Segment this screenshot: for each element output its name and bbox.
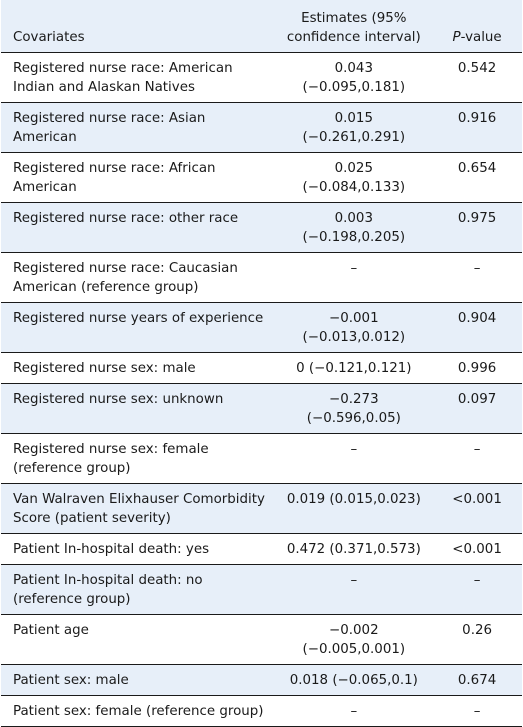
p-value-cell: 0.975 — [432, 202, 522, 253]
estimate-cell: 0.472 (0.371,0.573) — [275, 533, 433, 565]
header-row: Covariates Estimates (95% confidence int… — [1, 0, 522, 53]
table-row: Registered nurse sex: female (reference … — [1, 433, 522, 484]
table-row: Patient In-hospital death: yes 0.472 (0.3… — [1, 533, 522, 565]
p-value-cell: – — [432, 564, 522, 615]
covariate-cell: Patient sex: male — [1, 664, 276, 696]
p-value-cell: 0.916 — [432, 102, 522, 153]
covariates-header: Covariates — [1, 0, 276, 53]
covariate-cell: Registered nurse sex: female (reference … — [1, 433, 276, 484]
p-value-cell: 0.26 — [432, 614, 522, 665]
estimate-cell: 0.043 (−0.095,0.181) — [275, 52, 433, 103]
p-value-header-p: P — [452, 30, 461, 45]
p-value-cell: <0.001 — [432, 533, 522, 565]
p-value-cell: 0.674 — [432, 664, 522, 696]
estimate-cell: 0.025 (−0.084,0.133) — [275, 152, 433, 203]
estimate-cell: – — [275, 695, 433, 727]
table-row: Patient In-hospital death: no (reference… — [1, 564, 522, 615]
estimate-cell: – — [275, 252, 433, 303]
covariate-cell: Patient sex: female (reference group) — [1, 695, 276, 727]
p-value-cell: 0.097 — [432, 383, 522, 434]
p-value-cell: 0.904 — [432, 302, 522, 353]
covariate-cell: Registered nurse race: Caucasian America… — [1, 252, 276, 303]
p-value-cell: 0.542 — [432, 52, 522, 103]
estimate-cell: 0.003 (−0.198,0.205) — [275, 202, 433, 253]
table-body: Registered nurse race: American Indian a… — [1, 52, 522, 727]
covariate-cell: Registered nurse sex: male — [1, 352, 276, 384]
covariate-cell: Van Walraven Elixhauser Comorbidity Scor… — [1, 483, 276, 534]
covariate-cell: Registered nurse race: American Indian a… — [1, 52, 276, 103]
estimates-header: Estimates (95% confidence interval) — [275, 0, 433, 53]
covariate-cell: Registered nurse years of experience — [1, 302, 276, 353]
estimate-cell: 0 (−0.121,0.121) — [275, 352, 433, 384]
p-value-cell: 0.996 — [432, 352, 522, 384]
covariate-cell: Registered nurse race: African American — [1, 152, 276, 203]
covariate-cell: Patient In-hospital death: yes — [1, 533, 276, 565]
table-row: Registered nurse race: other race 0.003 (… — [1, 202, 522, 253]
p-value-cell: <0.001 — [432, 483, 522, 534]
p-value-cell: – — [432, 695, 522, 727]
estimate-cell: −0.273 (−0.596,0.05) — [275, 383, 433, 434]
p-value-header-rest: -value — [460, 30, 502, 45]
estimate-cell: 0.018 (−0.065,0.1) — [275, 664, 433, 696]
table-row: Registered nurse race: Caucasian America… — [1, 252, 522, 303]
estimate-cell: 0.019 (0.015,0.023) — [275, 483, 433, 534]
p-value-cell: – — [432, 252, 522, 303]
estimate-cell: – — [275, 433, 433, 484]
table-row: Patient sex: male 0.018 (−0.065,0.1) 0.674 — [1, 664, 522, 696]
covariate-cell: Registered nurse race: Asian American — [1, 102, 276, 153]
covariate-cell: Registered nurse sex: unknown — [1, 383, 276, 434]
table-row: Registered nurse years of experience −0.0… — [1, 302, 522, 353]
p-value-cell: – — [432, 433, 522, 484]
estimate-cell: – — [275, 564, 433, 615]
covariate-cell: Registered nurse race: other race — [1, 202, 276, 253]
table-row: Registered nurse race: American Indian a… — [1, 52, 522, 103]
estimate-cell: −0.002 (−0.005,0.001) — [275, 614, 433, 665]
table-row: Van Walraven Elixhauser Comorbidity Scor… — [1, 483, 522, 534]
table-row: Patient sex: female (reference group) – – — [1, 695, 522, 727]
table-row: Patient age −0.002 (−0.005,0.001) 0.26 — [1, 614, 522, 665]
covariate-cell: Patient In-hospital death: no (reference… — [1, 564, 276, 615]
covariate-cell: Patient age — [1, 614, 276, 665]
p-value-cell: 0.654 — [432, 152, 522, 203]
estimate-cell: −0.001 (−0.013,0.012) — [275, 302, 433, 353]
table-row: Registered nurse sex: unknown −0.273 (−0.… — [1, 383, 522, 434]
p-value-header: P-value — [432, 0, 522, 53]
table-row: Registered nurse sex: male 0 (−0.121,0.12… — [1, 352, 522, 384]
estimate-cell: 0.015 (−0.261,0.291) — [275, 102, 433, 153]
table-row: Registered nurse race: African American 0… — [1, 152, 522, 203]
table-row: Registered nurse race: Asian American 0.0… — [1, 102, 522, 153]
